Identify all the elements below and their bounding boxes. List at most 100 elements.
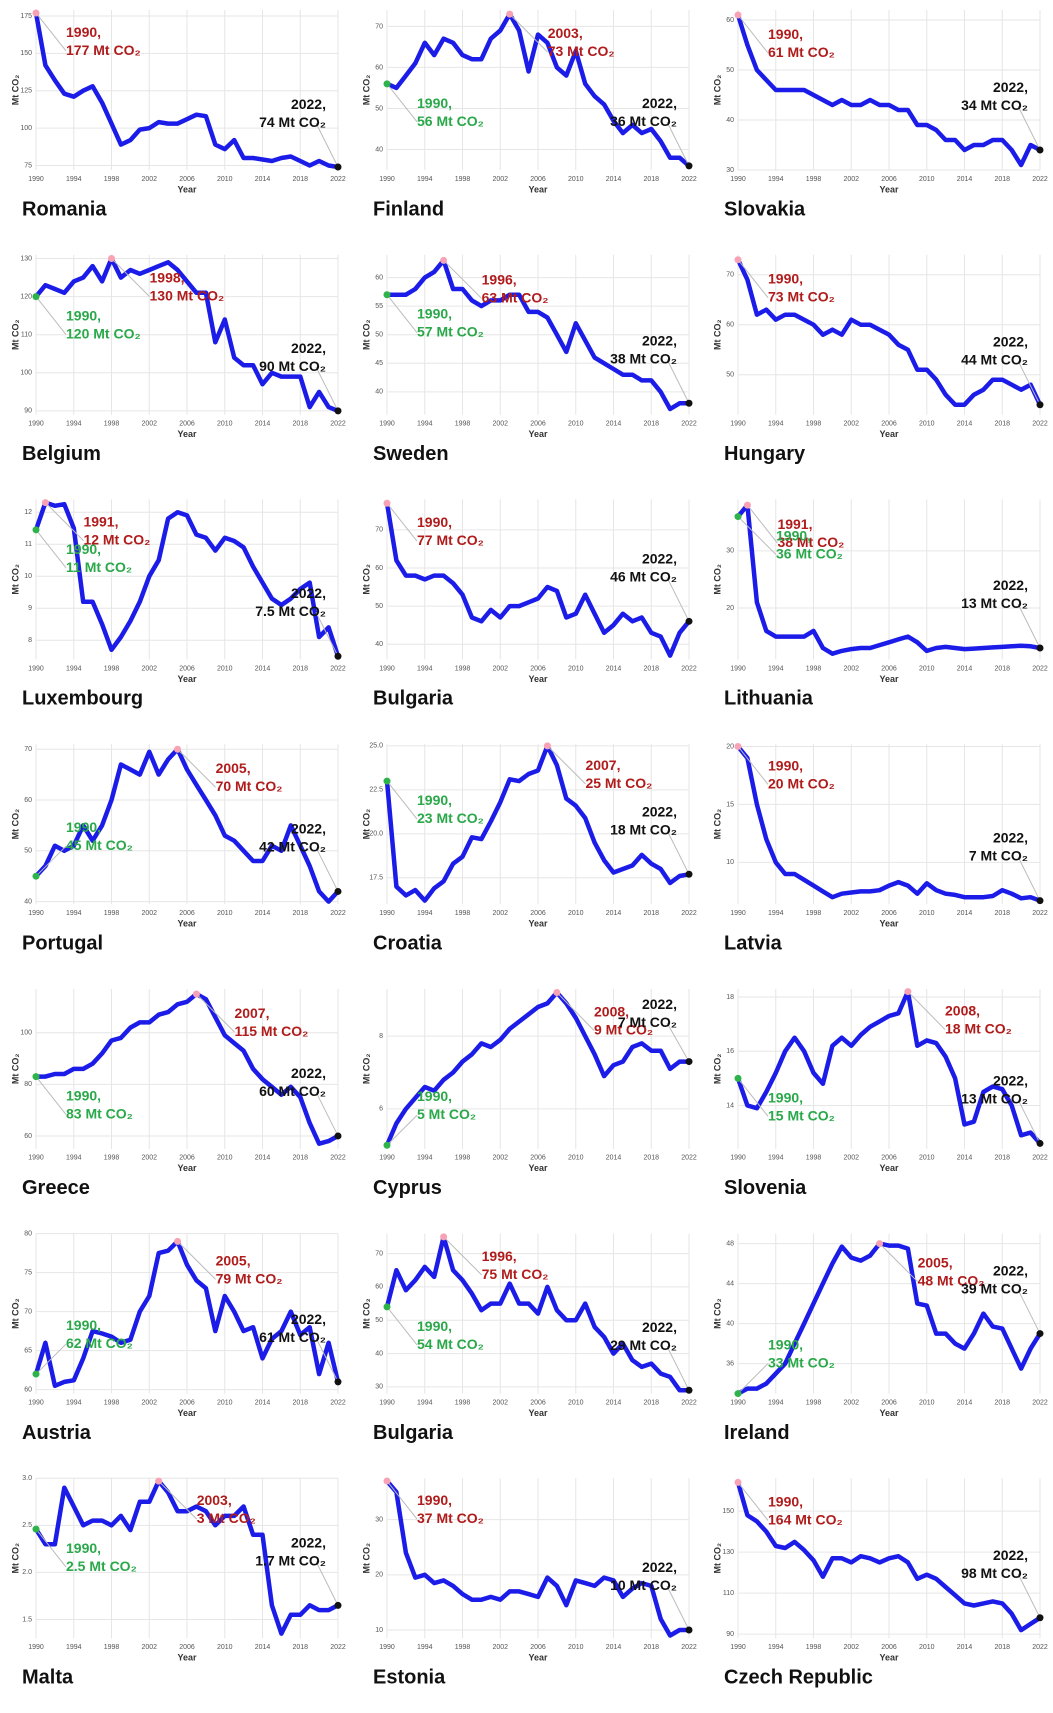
x-tick-label: 1994 (768, 421, 784, 428)
y-tick-label: 60 (375, 64, 383, 71)
data-line (34, 256, 339, 413)
annotation-line: 18 Mt CO₂ (945, 1020, 1012, 1036)
y-axis-label: Mt CO₂ (10, 564, 20, 595)
x-tick-label: 2018 (994, 665, 1010, 672)
annotation-line: 1990, (417, 305, 452, 321)
leader-line (666, 1346, 690, 1391)
y-tick-label: 40 (24, 898, 32, 905)
data-line (33, 1239, 341, 1389)
leader-line (443, 260, 482, 299)
annotation: 1991, 12 Mt CO₂ (83, 513, 150, 547)
x-tick-label: 2010 (568, 1399, 584, 1406)
annotation-line: 60 Mt CO₂ (259, 1083, 326, 1099)
x-tick-label: 1990 (28, 1644, 44, 1651)
annotation-point (155, 1477, 163, 1485)
annotation-line: 12 Mt CO₂ (83, 531, 150, 547)
y-tick-label: 10 (24, 573, 32, 580)
chart-panel: 30 40 50 60 70 1990 1994 1998 2002 2006 2010 2014 20… (361, 1233, 697, 1444)
chart-panel: 20 30 1990 1994 1998 2002 2006 2010 2014 2018 2022… (712, 499, 1048, 710)
x-tick-label: 2002 (141, 421, 157, 428)
data-line (384, 502, 691, 658)
chart-title: Czech Republic (724, 1667, 873, 1689)
annotation: 2022, 46 Mt CO₂ (610, 550, 677, 584)
y-tick-label: 3.0 (22, 1475, 32, 1482)
y-tick-label: 50 (375, 105, 383, 112)
annotation-line: 74 Mt CO₂ (259, 114, 326, 130)
leader-line (315, 612, 339, 657)
x-tick-label: 2006 (179, 910, 195, 917)
x-axis-label: Year (528, 429, 548, 439)
annotation-point (334, 1378, 342, 1386)
x-tick-label: 2006 (179, 1644, 195, 1651)
annotation-line: 2022, (291, 96, 326, 112)
annotation-point (685, 162, 693, 170)
data-line (33, 500, 341, 657)
annotation-point (506, 10, 514, 18)
x-tick-label: 2022 (330, 1399, 346, 1406)
x-tick-label: 2010 (919, 665, 935, 672)
y-tick-label: 90 (726, 1631, 734, 1638)
x-tick-label: 2010 (919, 1155, 935, 1162)
chart-title: Greece (22, 1177, 90, 1199)
annotation-line: 42 Mt CO₂ (259, 838, 326, 854)
annotation-point (383, 1303, 391, 1311)
y-axis-label: Mt CO₂ (361, 319, 371, 350)
x-tick-label: 2006 (530, 910, 546, 917)
annotation: 1990, 45 Mt CO₂ (66, 819, 133, 853)
annotation-line: 1996, (482, 1248, 517, 1264)
annotation-line: 1990, (417, 1492, 452, 1508)
leader-line (386, 1306, 418, 1346)
x-tick-label: 2006 (530, 1399, 546, 1406)
x-tick-label: 1990 (28, 176, 44, 183)
y-tick-label: 14 (726, 1102, 734, 1109)
x-tick-label: 2014 (255, 665, 271, 672)
annotation: 2022, 29 Mt CO₂ (610, 1319, 677, 1353)
x-tick-label: 2002 (141, 910, 157, 917)
leader-line (315, 1561, 339, 1606)
x-tick-label: 1998 (455, 1399, 471, 1406)
x-tick-label: 2010 (217, 1155, 233, 1162)
y-tick-label: 110 (723, 1590, 734, 1597)
annotation-line: 1990, (768, 1336, 803, 1352)
x-tick-label: 2014 (957, 176, 973, 183)
x-axis-label: Year (177, 429, 197, 439)
annotation-point (383, 499, 391, 507)
annotation-point (32, 1073, 40, 1081)
annotation: 2005, 70 Mt CO₂ (216, 760, 283, 794)
x-tick-label: 2002 (843, 665, 859, 672)
annotation-point (904, 988, 912, 996)
annotation: 1990, 5 Mt CO₂ (417, 1088, 476, 1122)
x-tick-label: 2002 (492, 1399, 508, 1406)
y-tick-label: 50 (726, 372, 734, 379)
annotation: 2022, 90 Mt CO₂ (259, 340, 326, 374)
leader-line (315, 122, 339, 168)
annotation-line: 83 Mt CO₂ (66, 1105, 133, 1121)
x-tick-label: 2022 (681, 1399, 697, 1406)
annotation-line: 1990, (768, 1493, 803, 1509)
annotation-point (734, 742, 742, 750)
x-tick-label: 2002 (843, 910, 859, 917)
y-tick-label: 20 (726, 743, 734, 750)
annotation: 1990, 164 Mt CO₂ (768, 1493, 843, 1527)
x-tick-label: 1998 (455, 176, 471, 183)
chart-title: Romania (22, 198, 107, 220)
y-axis-label: Mt CO₂ (10, 1298, 20, 1329)
x-tick-label: 1994 (66, 176, 82, 183)
x-tick-label: 2006 (530, 421, 546, 428)
annotation: 1990, 77 Mt CO₂ (417, 514, 484, 548)
leader-line (737, 1078, 769, 1117)
chart-title: Sweden (373, 443, 449, 465)
x-tick-label: 1994 (66, 665, 82, 672)
annotation-point (743, 501, 751, 509)
y-tick-label: 65 (24, 1347, 32, 1354)
x-tick-label: 2010 (217, 1399, 233, 1406)
x-tick-label: 1998 (104, 1399, 120, 1406)
y-tick-label: 130 (20, 255, 32, 262)
data-line (736, 502, 1041, 656)
chart-title: Luxembourg (22, 688, 143, 710)
annotation-line: 29 Mt CO₂ (610, 1337, 677, 1353)
x-axis-label: Year (528, 1408, 548, 1418)
x-tick-label: 2014 (606, 1644, 622, 1651)
annotation-line: 1990, (768, 1089, 803, 1105)
x-tick-label: 1998 (104, 176, 120, 183)
